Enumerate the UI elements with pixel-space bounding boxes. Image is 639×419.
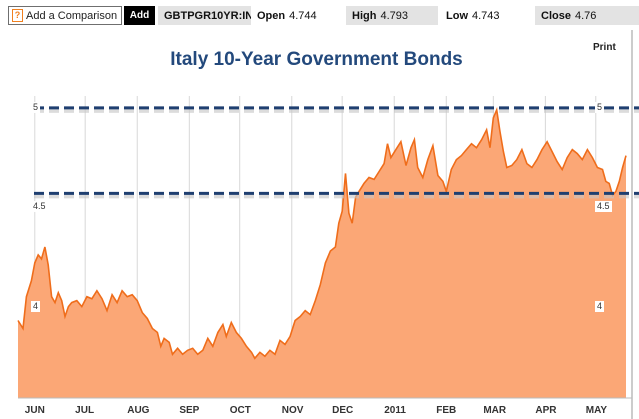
quote-toolbar: ? Add a Comparison Add GBTPGR10YR:IND Op…	[0, 0, 639, 30]
x-tick-label: OCT	[229, 405, 251, 416]
series-line	[17, 106, 627, 360]
close-cell: Close 4.76	[535, 6, 639, 25]
x-tick-label: JUL	[75, 405, 95, 416]
high-label: High	[352, 9, 377, 22]
y-tick-label-right: 4	[595, 300, 605, 312]
close-value: 4.76	[574, 9, 597, 22]
open-label: Open	[257, 9, 286, 22]
add-button[interactable]: Add	[124, 6, 155, 25]
ticker-cell: GBTPGR10YR:IND	[158, 6, 251, 25]
open-value: 4.744	[289, 9, 317, 22]
print-link[interactable]: Print	[593, 42, 616, 53]
close-label: Close	[541, 9, 571, 22]
x-tick-label: AUG	[127, 405, 150, 416]
x-tick-label: MAY	[585, 405, 608, 416]
low-cell: Low 4.743	[440, 6, 532, 25]
x-tick-label: NOV	[281, 405, 304, 416]
price-chart	[0, 30, 639, 419]
x-tick-label: FEB	[436, 405, 457, 416]
y-tick-label-left: 4	[31, 300, 41, 312]
x-tick-label: JUN	[24, 405, 45, 416]
high-value: 4.793	[380, 9, 408, 22]
high-cell: High 4.793	[346, 6, 438, 25]
x-tick-label: 2011	[384, 405, 406, 416]
x-tick-label: SEP	[179, 405, 200, 416]
chart-title: Italy 10-Year Government Bonds	[170, 49, 463, 70]
y-tick-label-left: 5	[31, 101, 41, 113]
add-comparison-label: Add a Comparison	[26, 9, 118, 22]
series-area-fill	[18, 109, 626, 399]
open-cell: Open 4.744	[251, 6, 344, 25]
ticker-symbol: GBTPGR10YR:IND	[164, 9, 251, 22]
help-icon[interactable]: ?	[12, 9, 23, 22]
y-tick-label-right: 5	[595, 101, 605, 113]
low-value: 4.743	[472, 9, 500, 22]
y-tick-label-left: 4.5	[31, 201, 48, 213]
x-tick-label: DEC	[332, 405, 354, 416]
low-label: Low	[446, 9, 468, 22]
x-tick-label: MAR	[483, 405, 507, 416]
y-tick-label-right: 4.5	[595, 201, 612, 213]
x-tick-label: APR	[535, 405, 557, 416]
reference-lines	[34, 106, 639, 199]
add-comparison-input[interactable]: ? Add a Comparison	[8, 6, 122, 25]
